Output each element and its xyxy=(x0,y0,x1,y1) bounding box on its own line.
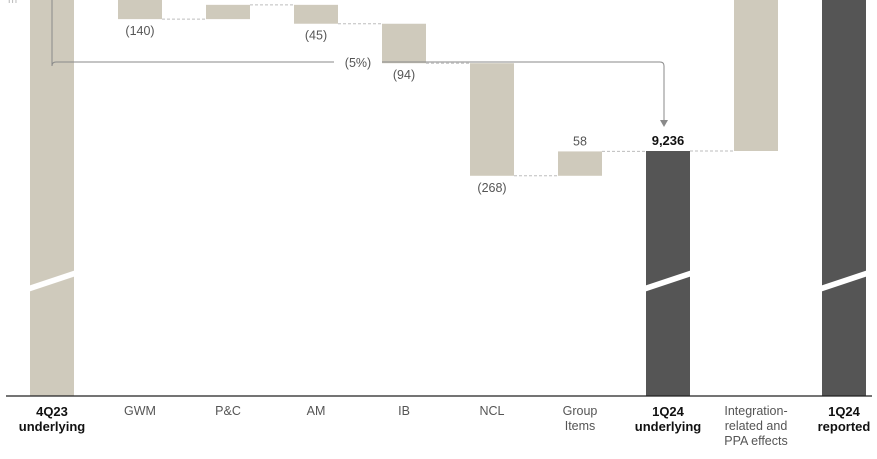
category-label: P&C xyxy=(215,404,241,418)
category-label: 1Q24 underlying xyxy=(634,404,702,434)
annotation-arrowhead xyxy=(660,120,668,127)
total-bar xyxy=(822,0,866,396)
value-label: (45) xyxy=(305,29,327,43)
value-label: 34 xyxy=(221,0,235,2)
category-label: AM xyxy=(306,404,326,418)
value-label: (268) xyxy=(477,181,506,195)
axis-break-mark xyxy=(820,270,868,292)
delta-bar xyxy=(558,151,602,176)
category-label: 1Q24 reported xyxy=(817,404,871,434)
axis-break-mark xyxy=(28,270,76,292)
delta-bar xyxy=(382,23,426,64)
value-label: 58 xyxy=(573,134,587,148)
delta-bar xyxy=(470,63,514,176)
annotation-label-bg xyxy=(334,53,382,71)
category-label: Group Items xyxy=(562,404,598,433)
category-label: GWM xyxy=(124,404,156,418)
annotation-label: (5%) xyxy=(345,56,371,70)
value-label: 9,236 xyxy=(652,133,685,148)
value-label: (140) xyxy=(125,24,154,38)
corner-text: m xyxy=(8,0,18,6)
delta-bar xyxy=(734,0,778,151)
category-label: 4Q23 underlying xyxy=(18,404,86,434)
delta-bar xyxy=(206,4,250,20)
category-label: Integration-related and PPA effects xyxy=(724,404,788,448)
category-label: IB xyxy=(398,404,410,418)
category-label: NCL xyxy=(479,404,505,418)
delta-bar xyxy=(294,4,338,24)
value-label: (94) xyxy=(393,68,415,82)
axis-break-mark xyxy=(644,270,692,292)
delta-bar xyxy=(118,0,162,20)
